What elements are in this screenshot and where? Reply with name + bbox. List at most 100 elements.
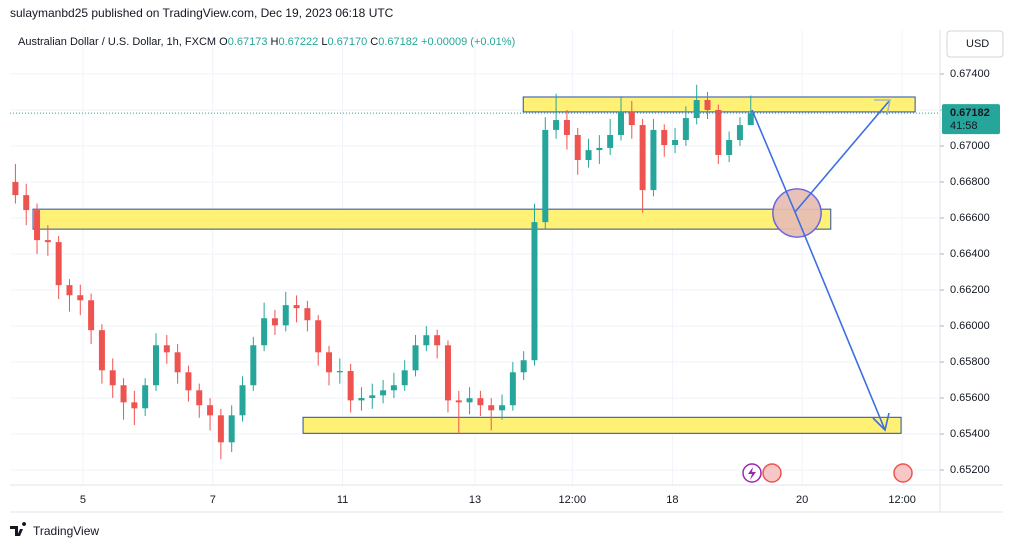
candle-body <box>196 390 203 406</box>
y-tick-label: 0.65800 <box>950 356 990 368</box>
candle-body <box>304 308 311 321</box>
candle-body <box>261 318 268 346</box>
price-zone <box>522 96 916 113</box>
candle-body <box>693 100 700 119</box>
candle-body <box>163 345 170 353</box>
currency-label[interactable]: USD <box>966 38 989 50</box>
x-tick-label: 11 <box>337 494 348 506</box>
candle-body <box>747 113 754 126</box>
arrow-head <box>874 99 891 116</box>
price-zone <box>32 208 832 230</box>
event-icons <box>742 463 913 483</box>
x-tick-label: 20 <box>796 494 808 506</box>
ohlc-value: 0.67173 <box>228 36 268 48</box>
candle-body <box>499 405 506 411</box>
candle-body <box>326 352 333 373</box>
candle-body <box>455 400 462 403</box>
candle-body <box>617 111 624 135</box>
candle-body <box>661 129 668 146</box>
candle-body <box>488 405 495 411</box>
symbol-name: Australian Dollar / U.S. Dollar, 1h, FXC… <box>18 36 216 48</box>
candle-body <box>477 398 484 406</box>
candle-body <box>509 372 516 406</box>
candle-body <box>282 305 289 326</box>
y-tick-label: 0.66400 <box>950 248 990 260</box>
candle-body <box>207 405 214 416</box>
candle-body <box>120 385 127 403</box>
candle-body <box>596 147 603 151</box>
candle-body <box>542 129 549 223</box>
y-tick-label: 0.66200 <box>950 284 990 296</box>
publish-header: sulaymanbd25 published on TradingView.co… <box>10 6 394 20</box>
x-tick-label: 18 <box>666 494 678 506</box>
candle-body <box>293 305 300 309</box>
up-arrow <box>794 99 891 213</box>
candle-body <box>88 300 95 331</box>
ohlc-key: L <box>321 36 327 48</box>
candle-body <box>466 398 473 403</box>
event-icon <box>762 463 782 483</box>
candle-body <box>77 295 84 301</box>
footer-brand: TradingView <box>33 524 99 538</box>
target-circle-tint <box>773 189 821 237</box>
candle-body <box>228 415 235 443</box>
candle-body <box>131 402 138 409</box>
x-tick-label: 13 <box>469 494 481 506</box>
candle-body <box>736 125 743 141</box>
candle-body <box>390 385 397 391</box>
candle-body <box>520 360 527 373</box>
symbol-legend: Australian Dollar / U.S. Dollar, 1h, FXC… <box>18 36 515 48</box>
candle-body <box>444 345 451 401</box>
candle-body <box>531 222 538 361</box>
ohlc-key: C <box>370 36 378 48</box>
arrow-head <box>872 412 890 432</box>
candle-body <box>380 390 387 396</box>
candle-body <box>109 370 116 386</box>
candle-body <box>250 345 257 386</box>
ohlc-key: O <box>219 36 228 48</box>
candle-body <box>369 395 376 399</box>
candle-body <box>34 210 41 241</box>
x-tick-label: 12:00 <box>559 494 587 506</box>
currency-button[interactable] <box>946 30 1004 58</box>
candle-body <box>239 385 246 416</box>
change-value: +0.00009 (+0.01%) <box>421 36 515 48</box>
y-tick-label: 0.66000 <box>950 320 990 332</box>
y-tick-label: 0.66800 <box>950 176 990 188</box>
candle-body <box>271 318 278 326</box>
target-circle <box>772 188 822 238</box>
y-tick-label: 0.65400 <box>950 428 990 440</box>
footer-logo <box>10 522 27 536</box>
candle-body <box>607 134 614 148</box>
candle-body <box>347 371 354 401</box>
candle-body <box>423 335 430 346</box>
price-tag <box>942 104 1000 135</box>
candle-body <box>12 181 19 196</box>
plot <box>10 30 940 485</box>
candle-body <box>574 134 581 160</box>
price-tag-countdown: 41:58 <box>950 120 978 132</box>
candle-body <box>715 109 722 155</box>
candle-body <box>628 111 635 126</box>
ohlc-value: 0.67170 <box>327 36 367 48</box>
y-tick-label: 0.65200 <box>950 464 990 476</box>
candle-body <box>98 330 105 371</box>
candle-body <box>672 140 679 146</box>
ohlc-value: 0.67182 <box>378 36 418 48</box>
candle-body <box>358 398 365 401</box>
candle-body <box>142 385 149 409</box>
candle-body <box>401 370 408 386</box>
candle-body <box>553 120 560 130</box>
candle-body <box>44 240 51 243</box>
price-zone <box>302 416 902 434</box>
candle-body <box>152 345 159 386</box>
candle-body <box>217 415 224 443</box>
x-tick-label: 5 <box>80 494 86 506</box>
candle-body <box>336 371 343 373</box>
candle-body <box>639 125 646 191</box>
x-tick-label: 12:00 <box>888 494 916 506</box>
candle-body <box>563 120 570 135</box>
candle-body <box>66 285 73 296</box>
candle-body <box>434 335 441 346</box>
